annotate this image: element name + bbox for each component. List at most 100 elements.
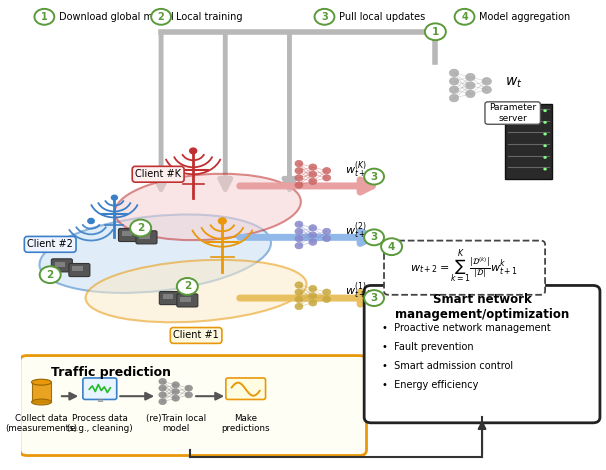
Circle shape — [323, 228, 331, 235]
Text: $w_{t+1}^{(2)}$: $w_{t+1}^{(2)}$ — [345, 220, 373, 241]
FancyBboxPatch shape — [136, 231, 157, 244]
Circle shape — [450, 78, 459, 85]
Circle shape — [466, 90, 475, 98]
Circle shape — [309, 300, 317, 306]
Circle shape — [185, 392, 193, 398]
FancyBboxPatch shape — [55, 262, 65, 267]
Circle shape — [295, 296, 303, 303]
Text: Local training: Local training — [176, 12, 242, 22]
Circle shape — [309, 164, 317, 170]
Text: •  Energy efficiency: • Energy efficiency — [382, 379, 478, 390]
Circle shape — [466, 73, 475, 81]
Text: Traffic prediction: Traffic prediction — [52, 366, 171, 379]
Text: Client #2: Client #2 — [27, 239, 73, 250]
Ellipse shape — [32, 379, 52, 385]
Circle shape — [309, 232, 317, 238]
Circle shape — [544, 144, 547, 147]
Ellipse shape — [115, 174, 301, 240]
Circle shape — [35, 9, 55, 25]
Circle shape — [172, 389, 179, 394]
Circle shape — [309, 292, 317, 299]
Circle shape — [177, 278, 198, 295]
Text: 3: 3 — [370, 293, 378, 303]
Circle shape — [159, 385, 166, 391]
Circle shape — [364, 169, 384, 185]
Circle shape — [309, 285, 317, 292]
FancyBboxPatch shape — [163, 294, 173, 299]
FancyBboxPatch shape — [177, 294, 198, 307]
Circle shape — [309, 225, 317, 231]
FancyBboxPatch shape — [384, 241, 545, 295]
Circle shape — [544, 168, 547, 171]
Circle shape — [295, 289, 303, 295]
FancyBboxPatch shape — [69, 264, 90, 276]
Text: 1: 1 — [41, 12, 48, 22]
Text: $w_{t+1}^{(1)}$: $w_{t+1}^{(1)}$ — [345, 281, 373, 301]
FancyBboxPatch shape — [485, 102, 541, 124]
Circle shape — [466, 82, 475, 89]
Text: Download global model: Download global model — [59, 12, 174, 22]
Circle shape — [544, 121, 547, 124]
FancyBboxPatch shape — [181, 297, 191, 302]
Circle shape — [323, 289, 331, 295]
FancyBboxPatch shape — [72, 266, 83, 272]
Text: 2: 2 — [158, 12, 164, 22]
Text: $w_{t+2} = \sum_{k=1}^{K} \frac{|\mathcal{D}^{(k)}|}{|\mathcal{D}|} w_{t+1}^k$: $w_{t+2} = \sum_{k=1}^{K} \frac{|\mathca… — [410, 249, 519, 286]
Circle shape — [450, 86, 459, 94]
Circle shape — [309, 178, 317, 185]
Circle shape — [544, 133, 547, 135]
Circle shape — [482, 78, 491, 85]
Text: ≡: ≡ — [96, 396, 103, 405]
FancyBboxPatch shape — [83, 378, 117, 399]
FancyBboxPatch shape — [159, 291, 181, 305]
Ellipse shape — [32, 399, 52, 405]
FancyBboxPatch shape — [505, 104, 552, 179]
Text: 3: 3 — [370, 232, 378, 243]
Circle shape — [309, 171, 317, 178]
Circle shape — [450, 94, 459, 102]
Circle shape — [159, 378, 166, 384]
FancyBboxPatch shape — [364, 285, 600, 423]
Circle shape — [112, 195, 118, 200]
Ellipse shape — [85, 260, 307, 322]
Text: (re)Train local
model: (re)Train local model — [145, 414, 205, 433]
Circle shape — [190, 148, 197, 154]
Circle shape — [323, 296, 331, 303]
Text: Parameter
server: Parameter server — [490, 103, 536, 123]
Text: 2: 2 — [137, 223, 144, 233]
Circle shape — [364, 290, 384, 306]
Ellipse shape — [39, 214, 271, 293]
Text: 4: 4 — [388, 242, 395, 251]
Circle shape — [295, 160, 303, 167]
Text: Process data
(e.g., cleaning): Process data (e.g., cleaning) — [67, 414, 133, 433]
Circle shape — [544, 156, 547, 159]
Circle shape — [315, 9, 335, 25]
Text: Collect data
(measurements): Collect data (measurements) — [5, 414, 78, 433]
Circle shape — [172, 382, 179, 388]
Circle shape — [450, 69, 459, 77]
Circle shape — [295, 182, 303, 188]
Text: 1: 1 — [431, 27, 439, 37]
Circle shape — [130, 219, 151, 236]
FancyBboxPatch shape — [226, 378, 265, 399]
FancyBboxPatch shape — [20, 355, 367, 455]
Circle shape — [544, 110, 547, 112]
Circle shape — [309, 239, 317, 245]
Text: $w_t$: $w_t$ — [505, 76, 523, 90]
FancyBboxPatch shape — [52, 259, 72, 272]
Circle shape — [219, 218, 226, 224]
Circle shape — [295, 243, 303, 249]
Circle shape — [295, 167, 303, 174]
Text: 3: 3 — [321, 12, 328, 22]
Circle shape — [88, 219, 95, 224]
Circle shape — [39, 266, 61, 283]
Circle shape — [295, 235, 303, 242]
Circle shape — [295, 282, 303, 288]
Circle shape — [159, 392, 166, 398]
Circle shape — [454, 9, 474, 25]
Circle shape — [185, 385, 193, 391]
Text: $w_{t+1}^{(K)}$: $w_{t+1}^{(K)}$ — [345, 159, 373, 180]
Text: Make
predictions: Make predictions — [221, 414, 270, 433]
Text: 2: 2 — [184, 282, 191, 291]
Circle shape — [295, 228, 303, 235]
